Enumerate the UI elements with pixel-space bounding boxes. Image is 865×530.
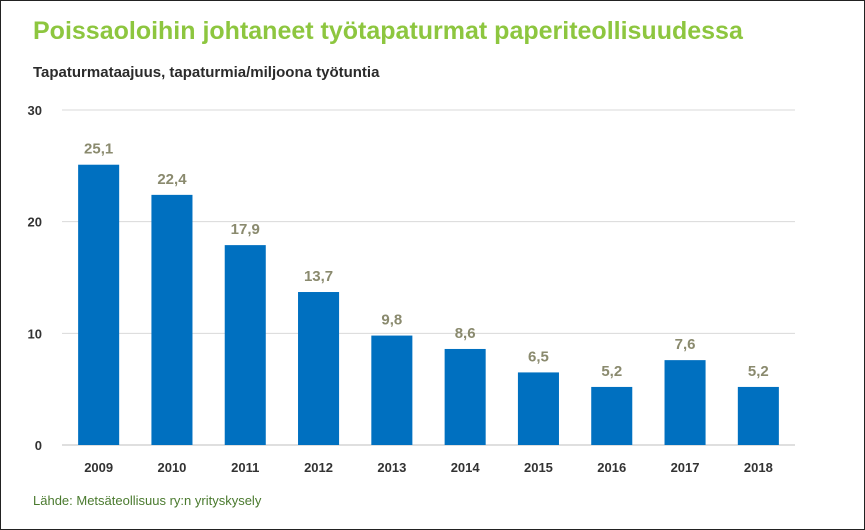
bar [224,245,266,445]
data-label: 7,6 [675,336,696,353]
data-label: 13,7 [304,268,333,285]
x-tick-label: 2016 [597,460,626,475]
source-note: Lähde: Metsäteollisuus ry:n yrityskysely [33,493,262,508]
y-tick-label: 0 [35,438,42,453]
x-tick-label: 2015 [524,460,553,475]
data-label: 5,2 [601,363,622,380]
bar [78,164,120,445]
data-label: 5,2 [748,363,769,380]
x-tick-label: 2014 [451,460,481,475]
data-label: 17,9 [231,221,260,238]
y-tick-label: 10 [28,326,42,341]
bar [664,360,706,445]
x-tick-label: 2018 [744,460,773,475]
bar [737,386,779,445]
x-tick-label: 2010 [157,460,186,475]
x-tick-label: 2009 [84,460,113,475]
y-tick-label: 20 [28,215,42,230]
bar [371,335,413,445]
chart-title: Poissaoloihin johtaneet työtapaturmat pa… [33,17,743,45]
chart-subtitle: Tapaturmataajuus, tapaturmia/miljoona ty… [33,64,380,81]
y-tick-label: 30 [28,103,42,118]
bar [444,348,486,445]
data-label: 6,5 [528,348,549,365]
bar [517,372,559,445]
x-tick-label: 2012 [304,460,333,475]
x-tick-label: 2017 [671,460,700,475]
data-label: 8,6 [455,325,476,342]
data-label: 25,1 [84,141,113,158]
data-label: 22,4 [157,171,187,188]
bar [591,386,633,445]
bar [298,292,340,445]
x-tick-label: 2011 [231,460,259,475]
bar [151,194,193,445]
x-tick-label: 2013 [377,460,406,475]
data-label: 9,8 [381,312,402,329]
